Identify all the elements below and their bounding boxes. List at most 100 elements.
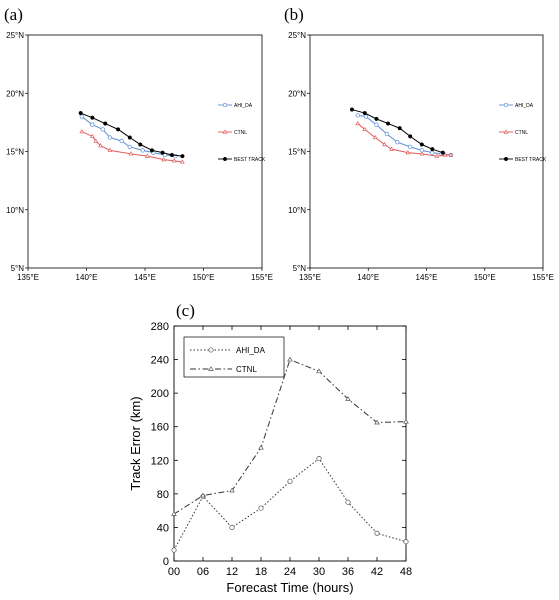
data-point — [180, 159, 185, 164]
x-tick-label: 140°E — [357, 273, 379, 282]
y-tick-label: 25°N — [6, 31, 24, 40]
y-tick-label: 25°N — [288, 31, 306, 40]
data-point — [144, 153, 150, 158]
legend-label: BEST TRACK — [515, 157, 547, 163]
data-point — [430, 150, 435, 155]
data-point — [389, 146, 394, 151]
data-point — [127, 135, 132, 140]
data-point — [386, 121, 391, 126]
y-tick-label: 15°N — [6, 148, 24, 157]
data-point — [442, 152, 448, 157]
data-point — [419, 151, 425, 156]
x-tick-label: 150°E — [193, 273, 215, 282]
legend-label: AHI_DA — [234, 103, 253, 109]
series-line — [357, 123, 451, 157]
legend-label: CTNL — [236, 365, 257, 374]
legend-label: CTNL — [234, 130, 247, 136]
data-point — [287, 356, 293, 362]
x-tick-label: 12 — [226, 566, 238, 578]
data-point — [258, 505, 264, 511]
data-point — [374, 122, 379, 127]
data-point — [372, 134, 378, 140]
data-point — [349, 107, 354, 112]
y-axis-label: Track Error (km) — [128, 396, 143, 490]
x-tick-label: 140°E — [76, 273, 98, 282]
series-line — [357, 114, 452, 156]
x-tick-label: 145°E — [134, 273, 156, 282]
x-tick-label: 36 — [342, 566, 354, 578]
data-point — [403, 418, 409, 424]
data-point — [384, 131, 390, 137]
y-tick-label: 0 — [163, 556, 169, 568]
data-point — [345, 499, 351, 505]
series-line — [173, 358, 407, 515]
panel-c-letter: (c) — [176, 301, 195, 320]
legend-label: AHI_DA — [515, 103, 534, 109]
data-point — [434, 153, 440, 158]
data-point — [408, 144, 413, 149]
y-tick-label: 20°N — [6, 89, 24, 98]
data-point — [503, 102, 509, 108]
panel-a-track-map: 135°E 140°E 145°E 150°E 155°E 5°N 10°N 15°N 20°N… — [6, 31, 273, 282]
legend-box — [183, 336, 285, 378]
data-point — [395, 140, 400, 145]
data-point — [98, 143, 103, 148]
data-point — [374, 116, 379, 121]
data-point — [180, 154, 185, 159]
x-tick-label: 150°E — [474, 273, 496, 282]
data-point — [222, 129, 228, 134]
panel-a-letter: (a) — [4, 5, 23, 24]
data-point — [200, 492, 206, 498]
y-tick-label: 15°N — [288, 148, 306, 157]
data-point — [128, 151, 134, 156]
data-point — [408, 134, 413, 139]
data-point — [403, 539, 409, 545]
data-point — [222, 156, 228, 162]
y-tick-label: 5°N — [11, 264, 25, 273]
data-point — [287, 478, 293, 484]
x-tick-label: 42 — [371, 566, 383, 578]
data-point — [345, 396, 351, 401]
data-point — [107, 147, 113, 152]
y-tick-label: 240 — [151, 355, 169, 367]
data-point — [362, 126, 368, 131]
x-axis-label: Forecast Time (hours) — [226, 580, 353, 595]
data-point — [440, 150, 445, 155]
y-tick-label: 20°N — [288, 89, 306, 98]
x-tick-label: 135°E — [299, 273, 321, 282]
y-tick-label: 120 — [151, 455, 169, 467]
data-point — [90, 115, 95, 120]
data-point — [374, 419, 380, 425]
data-point — [316, 368, 322, 374]
panel-b-track-map: 135°E 140°E 145°E 150°E 155°E 5°N 10°N 15°N 20°N… — [288, 31, 554, 282]
x-tick-label: 30 — [313, 566, 325, 578]
data-point — [382, 141, 387, 147]
data-point — [397, 126, 402, 131]
data-point — [119, 138, 124, 144]
data-point — [140, 148, 145, 153]
y-tick-label: 10°N — [6, 206, 24, 215]
data-point — [93, 138, 99, 143]
data-point — [355, 121, 361, 126]
series-line — [173, 457, 407, 551]
y-tick-label: 10°N — [288, 206, 306, 215]
x-tick-label: 145°E — [416, 273, 438, 282]
data-point — [222, 102, 228, 108]
data-point — [208, 347, 214, 353]
data-point — [229, 524, 235, 530]
y-tick-label: 40 — [157, 522, 169, 534]
data-point — [100, 127, 106, 132]
y-tick-label: 80 — [157, 489, 169, 501]
legend-label: BEST TRACK — [234, 157, 266, 163]
data-point — [419, 142, 424, 147]
data-point — [79, 129, 85, 134]
x-tick-label: 135°E — [17, 273, 39, 282]
x-tick-label: 155°E — [532, 273, 554, 282]
x-tick-label: 24 — [284, 566, 296, 578]
data-point — [363, 114, 369, 119]
data-point — [362, 111, 367, 116]
panel-b-letter: (b) — [284, 5, 304, 24]
data-point — [79, 114, 84, 119]
y-tick-label: 5°N — [293, 264, 307, 273]
